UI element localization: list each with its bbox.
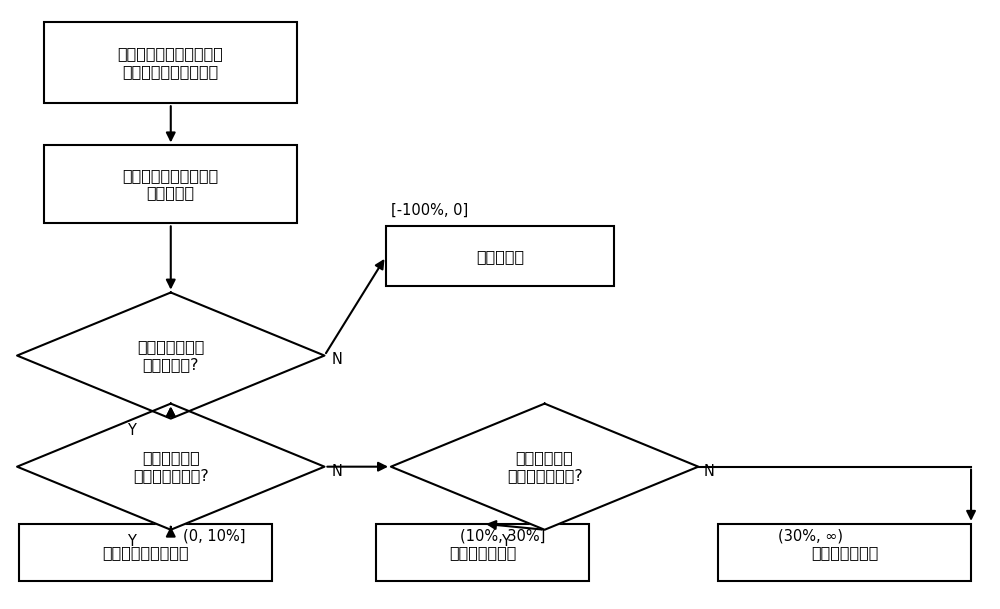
Text: Y: Y [501,534,509,549]
FancyBboxPatch shape [718,524,971,581]
Text: 比值是否小于
第二故障诊断值?: 比值是否小于 第二故障诊断值? [507,451,582,483]
Text: Y: Y [127,534,136,549]
Text: (0, 10%]: (0, 10%] [183,529,245,544]
Text: 弧触头正常: 弧触头正常 [476,249,524,264]
Text: [-100%, 0]: [-100%, 0] [391,202,468,217]
Text: N: N [331,464,342,479]
Text: Y: Y [127,423,136,438]
FancyBboxPatch shape [44,22,297,104]
Text: (10%, 30%]: (10%, 30%] [460,529,546,544]
Polygon shape [17,404,324,530]
Text: 比值超过预设的
正常范围值?: 比值超过预设的 正常范围值? [137,339,204,371]
Polygon shape [391,404,698,530]
Text: 弧触头需要修复: 弧触头需要修复 [449,545,516,560]
Polygon shape [17,292,324,418]
FancyBboxPatch shape [386,227,614,286]
Text: (30%, ∞): (30%, ∞) [778,529,843,544]
Text: 计算待诊断特征量、预设
参考特征量之间的差值: 计算待诊断特征量、预设 参考特征量之间的差值 [117,46,223,79]
Text: N: N [703,464,714,479]
Text: 比值是否小于
第一故障诊断值?: 比值是否小于 第一故障诊断值? [133,451,209,483]
Text: 计算差值与预设参考特
征量的比值: 计算差值与预设参考特 征量的比值 [122,168,218,200]
FancyBboxPatch shape [376,524,589,581]
FancyBboxPatch shape [44,146,297,224]
Text: 弧触头需要加强监视: 弧触头需要加强监视 [102,545,189,560]
Text: N: N [331,352,342,367]
FancyBboxPatch shape [19,524,272,581]
Text: 弧触头需要更换: 弧触头需要更换 [811,545,878,560]
